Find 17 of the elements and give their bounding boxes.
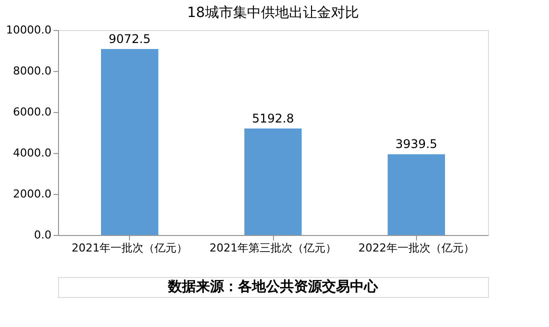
x-tick-label: 2022年一批次（亿元）	[358, 242, 474, 254]
x-tick-label: 2021年一批次（亿元）	[72, 242, 188, 254]
bar	[101, 49, 158, 235]
data-label: 9072.5	[108, 32, 151, 46]
x-tick-label: 2021年第三批次（亿元）	[210, 242, 336, 254]
source-note: 数据来源：各地公共资源交易中心	[167, 278, 379, 295]
chart-title: 18城市集中供地出让金对比	[187, 5, 359, 21]
y-tick-label: 0.0	[34, 228, 52, 242]
y-tick-label: 6000.0	[13, 106, 52, 118]
data-label: 5192.8	[252, 112, 294, 126]
y-tick-label: 10000.0	[6, 24, 52, 36]
y-tick-label: 4000.0	[13, 146, 52, 160]
y-tick-label: 8000.0	[13, 64, 52, 78]
bar	[244, 128, 302, 235]
bar	[388, 154, 445, 235]
y-tick-label: 2000.0	[13, 188, 52, 200]
data-label: 3939.5	[395, 137, 438, 152]
